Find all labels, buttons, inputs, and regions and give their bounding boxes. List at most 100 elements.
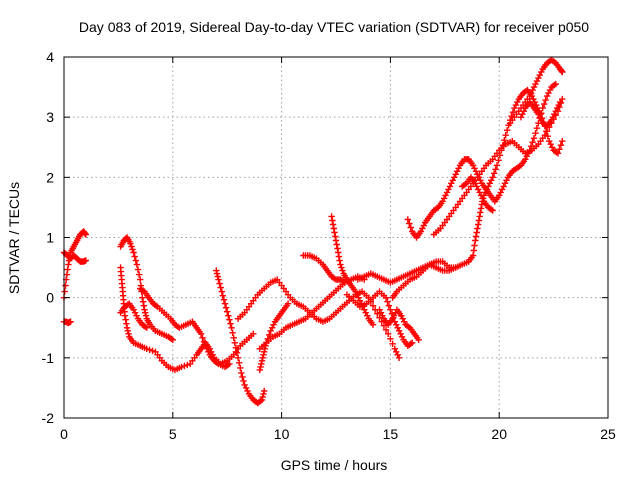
data-point: [404, 216, 411, 223]
data-series: [404, 80, 559, 241]
data-point: [240, 377, 247, 385]
data-point: [552, 108, 559, 115]
data-point: [511, 104, 518, 112]
data-point: [241, 381, 248, 389]
data-point: [387, 335, 394, 342]
data-series: [117, 300, 150, 331]
data-point: [139, 294, 146, 301]
data-point: [394, 351, 401, 358]
data-point: [492, 166, 499, 173]
data-point: [488, 177, 495, 184]
data-point: [501, 180, 509, 187]
data-point: [389, 340, 396, 347]
data-point: [333, 241, 340, 248]
data-point: [239, 373, 246, 381]
data-series: [517, 98, 564, 130]
data-points: [60, 56, 566, 407]
data-point: [262, 342, 269, 349]
data-point: [477, 209, 484, 216]
data-point: [131, 309, 139, 316]
data-point: [556, 146, 563, 153]
data-point: [261, 387, 268, 395]
data-point: [328, 213, 335, 220]
data-point: [225, 312, 232, 319]
data-point: [197, 330, 205, 337]
data-series: [430, 95, 566, 238]
data-point: [61, 288, 68, 295]
data-point: [446, 183, 454, 190]
data-point: [82, 231, 89, 238]
data-point: [124, 327, 131, 334]
data-point: [230, 334, 237, 341]
data-point: [476, 189, 483, 196]
data-point: [541, 100, 548, 108]
data-point: [133, 261, 141, 268]
data-point: [469, 162, 477, 169]
data-series: [137, 285, 233, 371]
data-point: [132, 257, 139, 264]
data-point: [546, 138, 553, 145]
data-point: [362, 309, 369, 316]
data-point: [382, 294, 390, 301]
data-point: [548, 144, 556, 151]
data-point: [236, 359, 243, 366]
data-point: [490, 170, 498, 177]
data-point: [555, 101, 562, 109]
data-point: [538, 68, 545, 76]
data-series: [256, 300, 292, 374]
data-point: [142, 309, 149, 316]
data-point: [169, 336, 176, 343]
data-point: [532, 130, 539, 137]
data-point: [266, 331, 273, 338]
data-point: [472, 180, 479, 187]
data-point: [146, 346, 153, 353]
data-point: [493, 162, 501, 169]
data-series: [117, 264, 257, 374]
data-point: [369, 302, 377, 309]
data-series: [60, 249, 89, 265]
data-series: [459, 174, 496, 214]
data-point: [130, 249, 137, 256]
data-point: [267, 327, 274, 334]
data-point: [471, 242, 478, 249]
data-point: [339, 267, 346, 274]
data-point: [62, 282, 69, 289]
data-point: [406, 220, 413, 227]
data-point: [497, 189, 504, 196]
data-point: [443, 189, 451, 196]
data-point: [407, 224, 414, 231]
data-point: [337, 261, 344, 268]
data-point: [549, 114, 557, 121]
data-point: [401, 318, 408, 325]
data-point: [417, 228, 425, 235]
data-point: [397, 330, 404, 337]
data-point: [81, 230, 89, 237]
x-tick-label: 5: [169, 426, 177, 442]
data-point: [127, 240, 134, 247]
data-point: [509, 109, 517, 116]
data-series: [60, 228, 89, 301]
data-point: [382, 326, 390, 333]
data-point: [137, 276, 144, 283]
data-point: [453, 168, 461, 175]
data-point: [530, 135, 538, 142]
data-point: [556, 98, 564, 106]
data-point: [369, 321, 377, 328]
y-tick-label: 3: [46, 109, 54, 125]
data-point: [64, 266, 71, 273]
data-point: [231, 339, 238, 346]
data-point: [394, 324, 401, 331]
data-point: [380, 322, 388, 329]
data-point: [374, 310, 381, 317]
data-point: [452, 264, 459, 271]
data-point: [508, 113, 515, 120]
data-point: [393, 348, 400, 355]
data-point: [336, 257, 343, 264]
data-point: [364, 312, 371, 319]
data-point: [385, 302, 393, 309]
data-point: [331, 229, 338, 236]
x-tick-label: 20: [491, 426, 507, 442]
data-point: [499, 142, 506, 149]
x-tick-label: 10: [274, 426, 290, 442]
data-point: [181, 362, 188, 370]
